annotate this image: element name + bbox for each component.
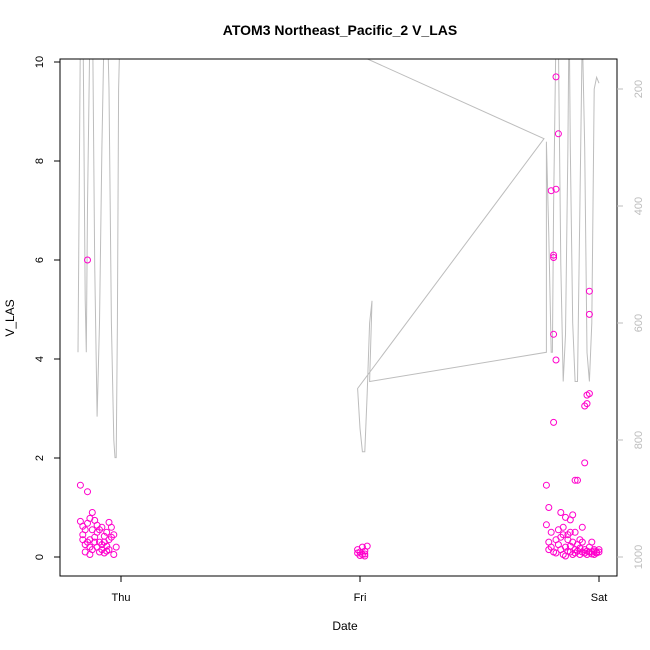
data-point xyxy=(96,548,103,556)
data-point xyxy=(363,542,371,550)
y-axis: 0 2 4 6 8 10 xyxy=(34,56,60,560)
data-point xyxy=(578,538,586,546)
data-point xyxy=(554,526,562,534)
data-point xyxy=(105,546,113,554)
data-point xyxy=(354,549,362,557)
data-point xyxy=(86,536,94,544)
data-point xyxy=(559,531,567,539)
data-point xyxy=(578,523,586,531)
plot-frame xyxy=(59,58,618,577)
data-point xyxy=(550,418,558,426)
data-point xyxy=(84,256,91,264)
data-point xyxy=(585,543,593,551)
data-point xyxy=(566,528,574,536)
data-point xyxy=(112,543,120,551)
data-point xyxy=(545,504,553,511)
data-point xyxy=(547,187,555,195)
depth-axis: 200 400 600 800 1000 xyxy=(617,80,645,569)
data-point xyxy=(585,287,593,295)
x-axis: Thu Fri Sat xyxy=(112,575,608,604)
data-point xyxy=(585,390,593,398)
data-point xyxy=(545,546,553,554)
x-tick-label: Sat xyxy=(591,592,608,604)
y-tick-label: 8 xyxy=(34,158,46,164)
depth-tick-label: 200 xyxy=(633,80,645,98)
data-point xyxy=(361,552,369,560)
data-point xyxy=(552,73,560,81)
y-tick-label: 4 xyxy=(34,356,46,362)
y-axis-label: V_LAS xyxy=(3,299,17,336)
data-point xyxy=(581,402,589,410)
data-point xyxy=(84,488,91,496)
data-point xyxy=(361,550,369,558)
data-point xyxy=(554,130,562,138)
data-point xyxy=(571,476,579,484)
data-point xyxy=(581,459,589,467)
y-tick-label: 6 xyxy=(34,257,46,263)
data-point xyxy=(547,528,555,536)
data-point xyxy=(98,523,106,531)
depth-series-line xyxy=(77,59,600,459)
data-point xyxy=(552,185,560,193)
data-point xyxy=(79,531,87,539)
data-point xyxy=(595,546,603,554)
data-point xyxy=(564,531,572,539)
data-point xyxy=(593,548,601,556)
x-axis-label: Date xyxy=(332,619,358,633)
x-tick-label: Thu xyxy=(112,592,131,604)
depth-tick-label: 1000 xyxy=(633,545,645,569)
data-point xyxy=(569,511,577,519)
points-layer xyxy=(76,73,603,560)
data-point xyxy=(88,509,96,516)
data-point xyxy=(550,254,558,261)
data-point xyxy=(100,538,108,546)
data-point xyxy=(542,521,550,529)
data-point xyxy=(583,400,591,408)
data-point xyxy=(107,533,115,541)
data-point xyxy=(552,356,560,364)
data-point xyxy=(81,548,89,556)
data-point xyxy=(550,330,558,338)
data-point xyxy=(76,481,84,489)
data-point xyxy=(557,509,565,516)
x-tick-label: Fri xyxy=(354,592,367,604)
depth-tick-label: 400 xyxy=(633,197,645,215)
data-point xyxy=(107,523,115,531)
y-tick-label: 10 xyxy=(34,56,46,68)
data-point xyxy=(585,310,593,318)
y-tick-label: 0 xyxy=(34,554,46,560)
data-point xyxy=(574,476,581,484)
y-tick-label: 2 xyxy=(34,455,46,461)
data-point xyxy=(110,551,118,558)
data-point xyxy=(550,251,558,259)
data-point xyxy=(571,528,579,536)
data-point xyxy=(84,519,91,527)
data-point xyxy=(93,528,101,536)
data-point xyxy=(552,549,560,557)
chart-title: ATOM3 Northeast_Pacific_2 V_LAS xyxy=(223,22,457,38)
data-point xyxy=(542,481,550,489)
depth-tick-label: 800 xyxy=(633,431,645,449)
depth-line-layer xyxy=(77,59,600,459)
depth-tick-label: 600 xyxy=(633,314,645,332)
